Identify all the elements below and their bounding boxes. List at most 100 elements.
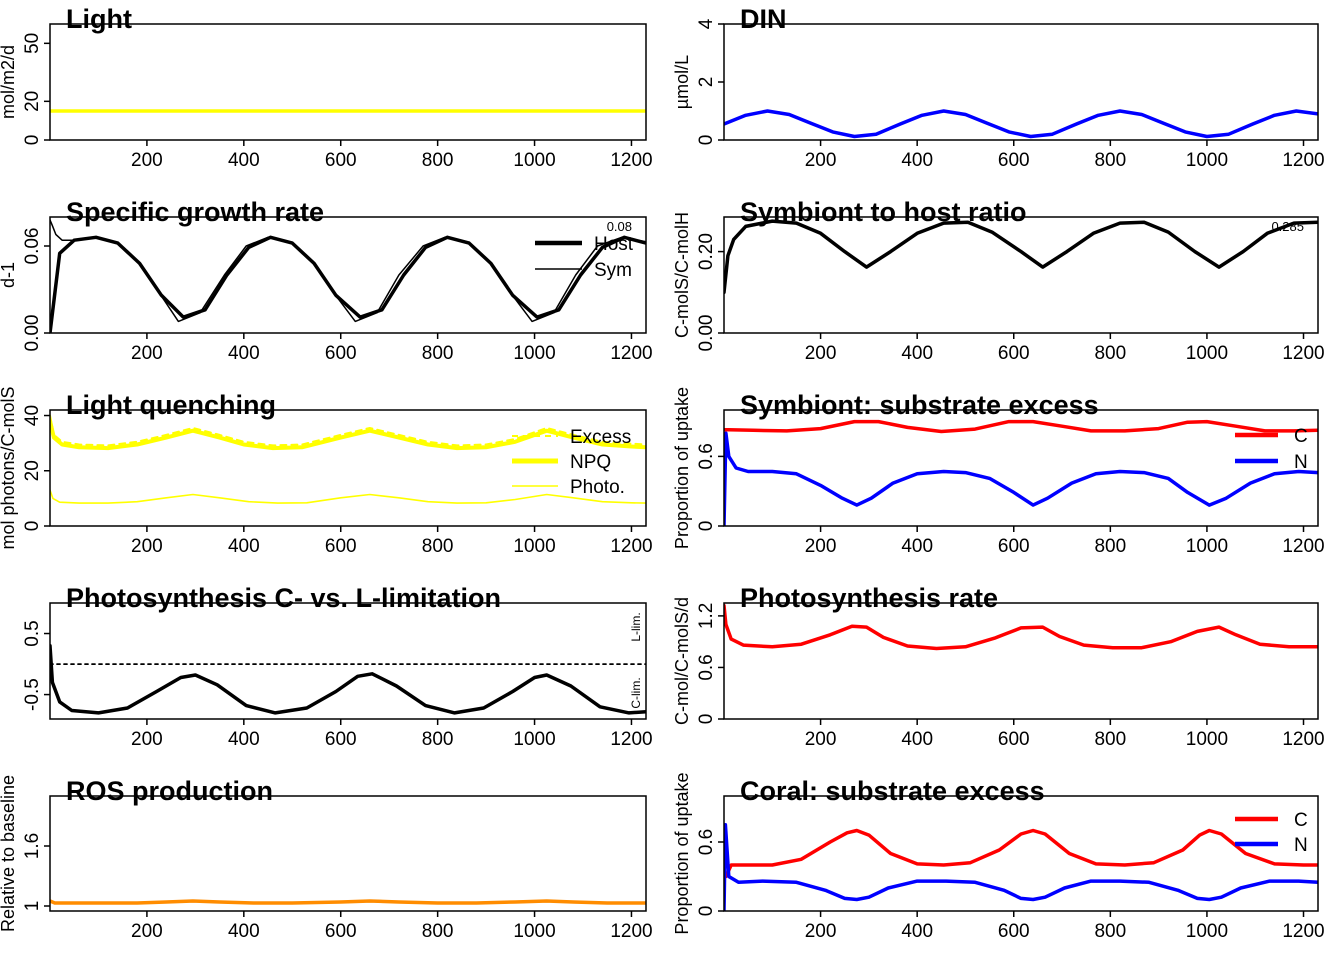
legend-label: N [1294, 835, 1308, 856]
x-tick-label: 600 [325, 729, 357, 750]
panel-3: 200 400 600 800 1000 1200 0.00 0.20 Symbiont to … [672, 197, 1325, 364]
legend: CN [1235, 426, 1308, 473]
series-line-0 [50, 899, 646, 905]
x-tick-label: 1000 [513, 343, 555, 364]
plot-frame [49, 216, 647, 334]
y-tick-label: 1 [22, 901, 43, 912]
x-tick-label: 200 [805, 343, 837, 364]
legend-label: Excess [570, 427, 631, 448]
x-tick-label: 600 [325, 150, 357, 171]
x-tick-label: 1200 [610, 343, 652, 364]
y-axis-label: Proportion of uptake [672, 387, 692, 549]
x-tick-label: 1200 [610, 150, 652, 171]
y-tick-label: 0 [696, 714, 717, 725]
x-tick-label: 800 [1094, 729, 1126, 750]
y-tick-label: 0.00 [696, 315, 717, 352]
plot-frame [723, 409, 1319, 527]
panel-6-series [50, 643, 646, 715]
legend: Excess NPQ Photo. [512, 427, 631, 498]
y-tick-label: 0 [696, 906, 717, 917]
y-axis-label: µmol/L [672, 55, 692, 109]
x-tick-label: 200 [805, 150, 837, 171]
x-tick-label: 400 [901, 536, 933, 557]
series-line-0 [724, 603, 1318, 651]
panel-7: 200 400 600 800 1000 1200 0 0.6 1.2 Photosynthesi… [672, 583, 1325, 750]
x-tick-label: 800 [422, 150, 454, 171]
panel-title: Coral: substrate excess [740, 776, 1045, 806]
y-axis-label: Proportion of uptake [672, 772, 692, 934]
series-line-sym [50, 219, 646, 323]
x-tick-label: 200 [805, 536, 837, 557]
x-tick-label: 600 [998, 343, 1030, 364]
legend-label: Sym [594, 260, 632, 281]
x-tick-label: 200 [131, 150, 163, 171]
y-axis-label: mol photons/C-molS [0, 386, 18, 549]
x-tick-label: 600 [325, 921, 357, 942]
plot-frame [723, 216, 1319, 334]
y-tick-label: 0 [696, 521, 717, 532]
series-line-c [724, 828, 1318, 879]
plot-frame [723, 795, 1319, 912]
y-tick-label: 0 [22, 521, 43, 532]
panel-title: ROS production [66, 776, 273, 806]
x-tick-label: 1200 [1282, 150, 1324, 171]
max-value-label: 0.285 [1271, 219, 1304, 234]
x-tick-label: 400 [901, 729, 933, 750]
panel-4-series [50, 414, 646, 504]
x-tick-label: 1200 [1282, 729, 1324, 750]
x-tick-label: 400 [901, 150, 933, 171]
panel-title: DIN [740, 4, 787, 34]
x-tick-label: 800 [422, 729, 454, 750]
x-tick-label: 200 [131, 536, 163, 557]
series-line-c [724, 419, 1318, 434]
max-value-label: 0.08 [607, 219, 632, 234]
panel-1: 200 400 600 800 1000 1200 0 2 4 DIN µmol/L [672, 4, 1325, 171]
x-tick-label: 1200 [610, 921, 652, 942]
x-tick-label: 600 [998, 150, 1030, 171]
x-tick-label: 1200 [1282, 343, 1324, 364]
y-axis-label: C-mol/C-molS/d [672, 597, 692, 725]
x-tick-label: 800 [422, 921, 454, 942]
legend-label: NPQ [570, 452, 611, 473]
series-line-0 [724, 219, 1318, 295]
panel-9-series [724, 823, 1318, 911]
y-tick-label: 0.00 [22, 315, 43, 352]
y-tick-label: 0.06 [22, 228, 43, 265]
y-axis-label: Relative to baseline [0, 775, 18, 932]
legend: CN [1235, 810, 1308, 856]
plot-frame [49, 602, 647, 720]
x-tick-label: 1000 [513, 150, 555, 171]
side-label-c-lim: C-lim. [629, 677, 643, 708]
x-tick-label: 1200 [1282, 536, 1324, 557]
y-tick-label: 50 [22, 33, 43, 54]
y-tick-label: 20 [22, 91, 43, 112]
x-tick-label: 200 [131, 729, 163, 750]
series-line-n [724, 431, 1318, 526]
plot-frame [49, 409, 647, 527]
panel-title: Symbiont to host ratio [740, 197, 1027, 227]
x-tick-label: 1000 [1186, 150, 1228, 171]
plot-frame [723, 602, 1319, 720]
y-axis-label: C-molS/C-molH [672, 212, 692, 338]
panel-title: Symbiont: substrate excess [740, 390, 1099, 420]
series-line-photo- [50, 489, 646, 504]
x-tick-label: 600 [325, 343, 357, 364]
x-tick-label: 800 [1094, 921, 1126, 942]
x-tick-label: 400 [228, 150, 260, 171]
x-tick-label: 800 [1094, 343, 1126, 364]
panel-title: Photosynthesis rate [740, 583, 998, 613]
x-tick-label: 400 [901, 343, 933, 364]
panel-1-series [724, 109, 1318, 139]
legend-label: C [1294, 810, 1308, 831]
series-line-n [724, 823, 1318, 911]
panel-3-series [724, 219, 1318, 295]
x-tick-label: 800 [1094, 150, 1126, 171]
series-line-npq [50, 419, 646, 451]
x-tick-label: 1000 [513, 536, 555, 557]
y-tick-label: 0.6 [696, 829, 717, 855]
legend-label: N [1294, 452, 1308, 473]
x-tick-label: 1000 [513, 729, 555, 750]
x-tick-label: 1000 [1186, 343, 1228, 364]
panel-9: 200 400 600 800 1000 1200 0 0.6 Coral: substrate… [672, 772, 1325, 942]
